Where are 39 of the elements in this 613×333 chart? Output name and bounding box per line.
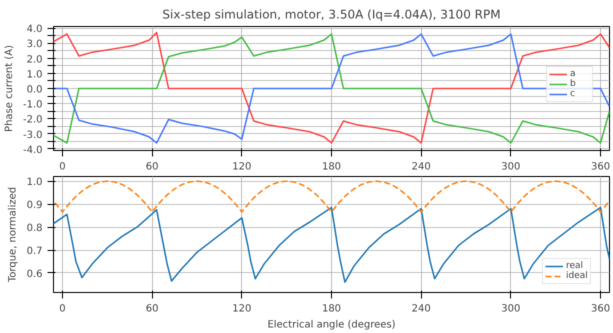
x-tick-label: 60: [146, 162, 159, 172]
legend-label: real: [566, 261, 584, 271]
y-tick-label: -4.0: [22, 144, 43, 156]
x-tick-label: 300: [501, 304, 520, 314]
y-tick-label: -1.0: [22, 100, 43, 111]
y-tick-label: 2.0: [26, 54, 43, 66]
chart-title: Six-step simulation, motor, 3.50A (Iq=4.04A), 3100 RPM: [162, 8, 501, 22]
x-tick-label: 240: [412, 162, 431, 172]
y-tick-label: 0.9: [26, 200, 43, 212]
x-tick-label: 0: [59, 304, 66, 314]
y-tick-label: -3.0: [22, 130, 43, 141]
line-series: [54, 180, 609, 213]
x-tick-label: 180: [322, 304, 342, 314]
y-tick-label: 0.0: [26, 84, 43, 96]
y-tick-label: 0.6: [26, 268, 43, 280]
x-tick-label: 0: [59, 162, 66, 172]
y-tick-label: 1.0: [26, 177, 43, 188]
x-tick-label: 120: [232, 304, 252, 314]
x-tick-label: 240: [412, 304, 431, 314]
x-tick-label: 300: [501, 162, 520, 172]
x-axis-title: Electrical angle (degrees): [267, 320, 396, 330]
y-tick-label: -2.0: [22, 114, 43, 126]
x-tick-label: 360: [590, 304, 610, 314]
legend-label: ideal: [566, 271, 588, 281]
legend-label: b: [570, 79, 577, 89]
x-tick-label: 360: [590, 162, 610, 172]
x-tick-label: 180: [322, 162, 342, 172]
y-tick-label: 4.0: [26, 24, 43, 36]
x-tick-label: 120: [232, 162, 252, 172]
legend-label: c: [570, 89, 576, 99]
y-tick-label: 0.7: [26, 246, 43, 258]
y-axis-title: Torque, normalized: [8, 186, 19, 284]
legend-label: a: [570, 69, 577, 79]
y-tick-label: 3.0: [26, 39, 43, 50]
y-tick-label: 0.8: [26, 223, 43, 234]
line-series: [54, 206, 610, 283]
y-axis-title: Phase current (A): [4, 44, 15, 132]
y-tick-label: 1.0: [26, 69, 43, 80]
x-tick-label: 60: [146, 304, 159, 314]
